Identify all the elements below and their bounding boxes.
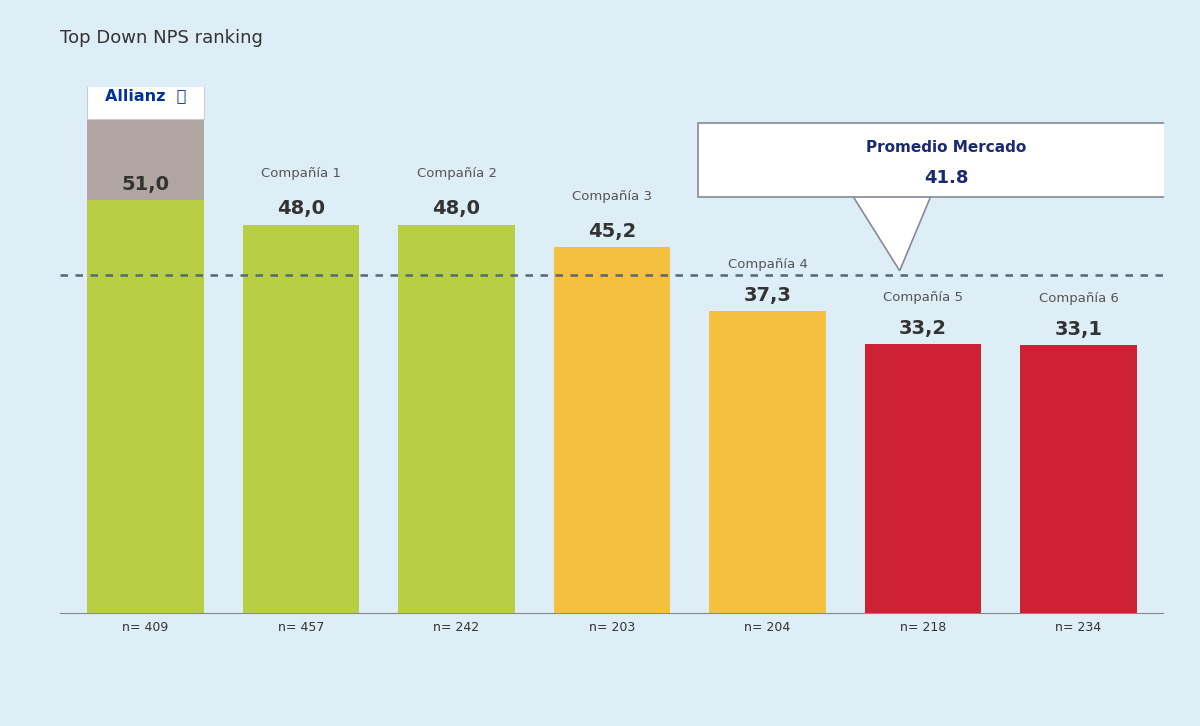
Text: 33,1: 33,1: [1055, 319, 1103, 339]
Bar: [1020, 345, 1136, 613]
Text: Compañía 5: Compañía 5: [883, 291, 962, 304]
Bar: [709, 311, 826, 613]
Text: Compañía 2: Compañía 2: [416, 167, 497, 180]
Text: Promedio Mercado: Promedio Mercado: [866, 140, 1026, 155]
Bar: [88, 120, 204, 200]
Text: 45,2: 45,2: [588, 222, 636, 241]
Text: 41.8: 41.8: [924, 168, 968, 187]
Bar: [553, 248, 671, 613]
Bar: [88, 200, 204, 613]
Text: Compañía 3: Compañía 3: [572, 189, 652, 203]
Text: n= 409: n= 409: [122, 621, 169, 634]
Text: 48,0: 48,0: [432, 199, 480, 219]
Text: Compañía 1: Compañía 1: [262, 167, 341, 180]
Text: Allianz  ⓘ: Allianz ⓘ: [104, 88, 186, 102]
Text: 33,2: 33,2: [899, 319, 947, 338]
Polygon shape: [853, 196, 931, 271]
Text: Compañía 6: Compañía 6: [1038, 292, 1118, 305]
Text: n= 204: n= 204: [744, 621, 791, 634]
Text: 51,0: 51,0: [121, 175, 169, 194]
Bar: [242, 224, 359, 613]
Text: n= 457: n= 457: [278, 621, 324, 634]
Text: 37,3: 37,3: [744, 286, 792, 305]
Text: n= 234: n= 234: [1056, 621, 1102, 634]
Text: n= 242: n= 242: [433, 621, 480, 634]
FancyBboxPatch shape: [697, 123, 1195, 197]
Text: 48,0: 48,0: [277, 199, 325, 219]
Text: n= 218: n= 218: [900, 621, 946, 634]
Bar: [865, 344, 982, 613]
Text: n= 203: n= 203: [589, 621, 635, 634]
Text: Top Down NPS ranking: Top Down NPS ranking: [60, 29, 263, 47]
Text: Compañía 4: Compañía 4: [727, 258, 808, 271]
Bar: [398, 224, 515, 613]
FancyBboxPatch shape: [88, 71, 204, 120]
